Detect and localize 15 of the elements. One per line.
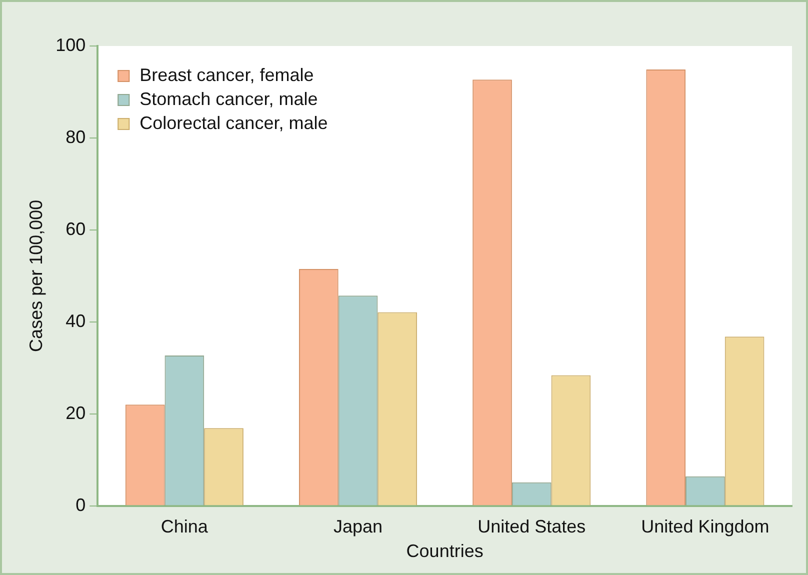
y-tick-label: 100	[56, 34, 86, 55]
x-axis-title: Countries	[406, 541, 484, 562]
x-tick-label: Japan	[333, 516, 383, 537]
y-tick-label: 80	[66, 126, 86, 147]
x-tick-label: United Kingdom	[641, 516, 770, 537]
legend-label: Breast cancer, female	[140, 64, 314, 85]
x-tick-label: United States	[478, 516, 586, 537]
legend-label: Colorectal cancer, male	[140, 112, 328, 133]
y-tick-label: 40	[66, 310, 86, 331]
legend-label: Stomach cancer, male	[140, 88, 318, 109]
y-tick-label: 60	[66, 218, 86, 239]
y-tick-label: 0	[76, 494, 86, 515]
y-tick-label: 20	[66, 402, 86, 423]
x-tick-label: China	[160, 516, 209, 537]
y-axis-title: Cases per 100,000	[26, 200, 46, 352]
